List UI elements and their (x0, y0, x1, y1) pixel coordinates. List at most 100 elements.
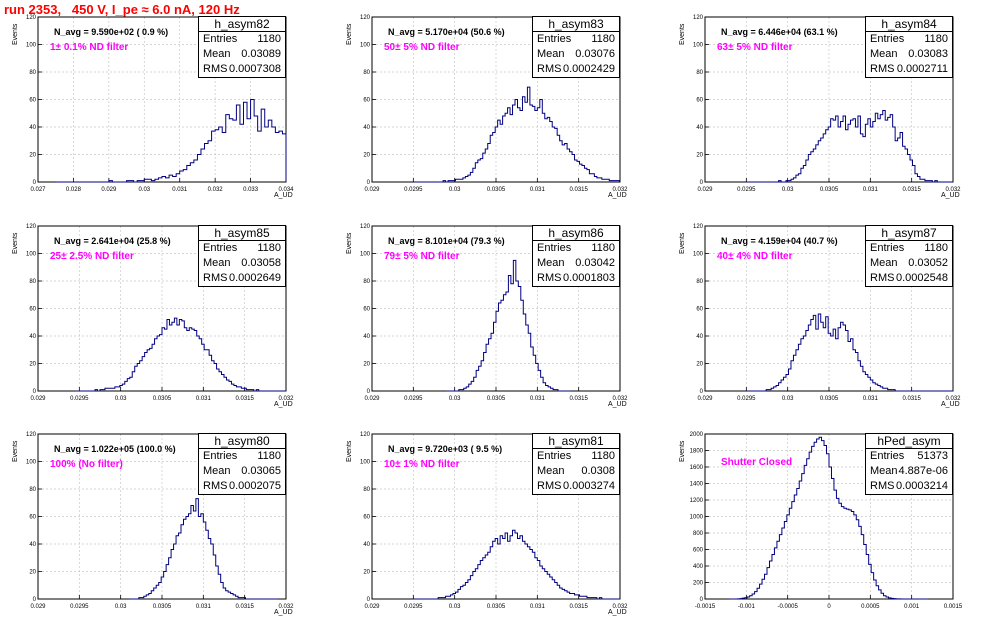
histogram-bin (801, 339, 803, 391)
histogram-bin (817, 439, 819, 599)
histogram-bin (811, 320, 813, 392)
histogram-bin (540, 566, 542, 599)
stats-value: 0.03042 (575, 257, 615, 269)
stats-value: 0.03058 (241, 257, 281, 269)
histogram-bin (542, 113, 544, 182)
y-tick-label: 600 (693, 548, 704, 554)
x-tick-label: 0.03 (449, 396, 461, 402)
stats-row-mean: Mean 0.03076 (533, 47, 619, 62)
y-tick-label: 100 (26, 460, 37, 466)
x-tick-label: 0.0005 (861, 604, 880, 610)
histogram-panel: 0.029 0.0295 0.03 0.0305 0.031 0.0315 0.032 0 20… (679, 224, 961, 408)
histogram-bin (203, 522, 205, 599)
histogram-bin (485, 149, 487, 182)
stats-row-mean: Mean 0.03089 (199, 47, 285, 62)
stats-value: 0.0308 (581, 465, 615, 477)
stats-label: RMS (870, 63, 895, 75)
stats-label: Entries (537, 33, 572, 45)
histogram-bin (814, 442, 816, 599)
page-title: run 2353, 450 V, I_pe ≈ 6.0 nA, 120 Hz (4, 2, 240, 17)
histogram-bin (826, 130, 828, 182)
y-tick-label: 80 (696, 279, 703, 285)
y-tick-label: 20 (696, 362, 703, 368)
x-tick-label: 0.0315 (902, 187, 921, 193)
y-tick-label: 120 (360, 15, 371, 21)
stats-value: 0.0002711 (896, 63, 948, 75)
y-tick-label: 60 (363, 515, 370, 521)
histogram-bin (575, 160, 577, 182)
histogram-bin (517, 108, 519, 182)
histogram-bin (809, 452, 811, 599)
histogram-bin (535, 558, 537, 599)
y-tick-label: 40 (363, 542, 370, 548)
histogram-bin (828, 333, 830, 391)
histogram-bin (240, 124, 244, 182)
histogram-bin (169, 325, 171, 391)
x-tick-label: 0.032 (278, 396, 294, 402)
histogram-bin (875, 113, 877, 182)
histogram-bin (515, 533, 517, 599)
histogram-title: h_asym84 (866, 17, 952, 32)
histogram-bin (162, 328, 164, 391)
histogram-bin (152, 344, 154, 391)
x-tick-label: 0.03 (115, 396, 127, 402)
histogram-bin (254, 116, 258, 182)
stats-label: Entries (203, 450, 238, 462)
histogram-bin (169, 175, 173, 182)
histogram-bin (192, 329, 194, 391)
histogram-bin (117, 387, 119, 391)
histogram-bin (222, 133, 226, 183)
histogram-bin (816, 329, 818, 391)
histogram-bin (483, 558, 485, 599)
histogram-bin (162, 177, 166, 183)
histogram-bin (527, 547, 529, 599)
histogram-bin (570, 594, 572, 600)
y-tick-label: 20 (363, 570, 370, 576)
histogram-bin (198, 517, 200, 600)
histogram-title: h_asym86 (533, 226, 619, 241)
y-tick-label: 1600 (690, 465, 704, 471)
histogram-bin (802, 474, 804, 599)
histogram-bin (530, 550, 532, 600)
y-tick-label: 20 (363, 362, 370, 368)
histogram-plot: 0.029 0.0295 0.03 0.0305 0.031 0.0315 0.032 0 20… (26, 224, 294, 402)
stats-row-rms: RMS 0.0007308 (199, 62, 285, 77)
stats-box: hPed_asym Entries 51373 Mean 4.887e-06 RMS 0.0… (865, 433, 953, 495)
stats-row-rms: RMS 0.0002075 (199, 479, 285, 494)
histogram-bin (804, 465, 806, 599)
histogram-bin (525, 102, 527, 182)
stats-row-entries: Entries 1180 (866, 32, 952, 47)
stats-row-rms: RMS 0.0003214 (866, 479, 952, 494)
histogram-bin (856, 520, 858, 599)
histogram-bin (488, 552, 490, 599)
stats-row-entries: Entries 51373 (866, 449, 952, 464)
y-axis-title: Events (346, 232, 353, 254)
histogram-bin (854, 515, 856, 599)
histogram-bin (181, 525, 183, 599)
stats-label: Entries (870, 33, 905, 45)
x-tick-label: 0.031 (530, 396, 546, 402)
histogram-bin (186, 517, 188, 600)
histogram-title: h_asym83 (533, 17, 619, 32)
y-tick-label: 800 (693, 531, 704, 537)
x-tick-label: 0.032 (945, 187, 961, 193)
x-tick-label: -0.0015 (695, 604, 716, 610)
stats-label: Mean (203, 465, 231, 477)
histogram-bin (489, 339, 491, 391)
histogram-bin (258, 131, 262, 182)
histogram-bin (813, 149, 815, 182)
histogram-bin (493, 541, 495, 599)
histogram-bin (513, 530, 515, 599)
stats-value: 0.0002429 (563, 63, 615, 75)
x-tick-label: 0.028 (66, 187, 82, 193)
stats-row-entries: Entries 1180 (533, 241, 619, 256)
x-axis-title: A_UD (274, 609, 293, 616)
histogram-bin (188, 514, 190, 599)
y-tick-label: 40 (29, 125, 36, 131)
stats-value: 0.03052 (908, 257, 948, 269)
histogram-bin (207, 350, 209, 391)
histogram-bin (859, 526, 861, 599)
filter-annotation: 10± 1% ND filter (384, 459, 460, 470)
histogram-bin (799, 481, 801, 599)
x-tick-label: 0.031 (196, 604, 212, 610)
